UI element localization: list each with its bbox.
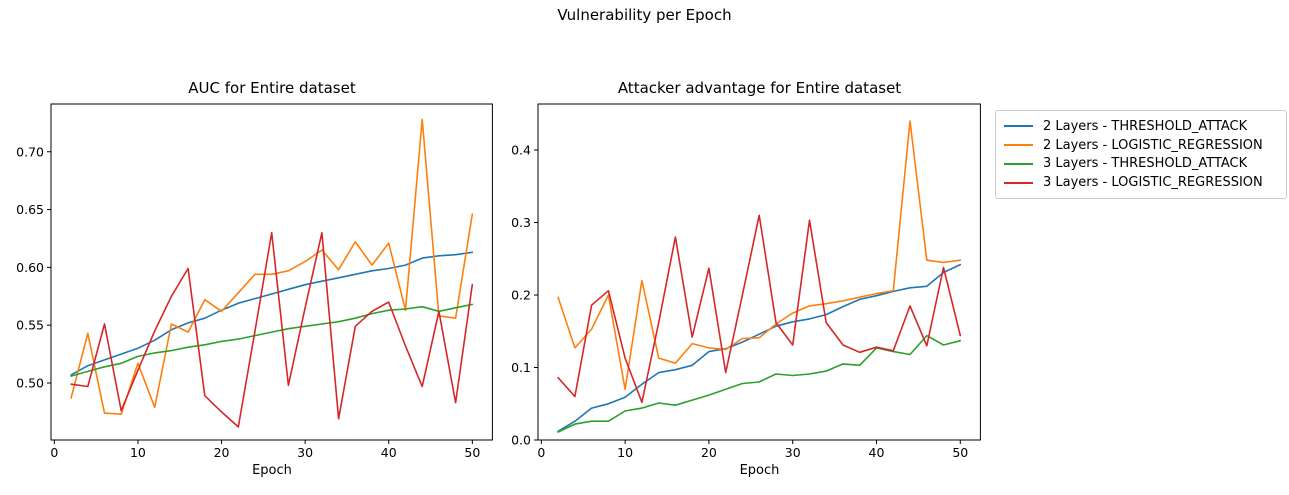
y-tick-label: 0.65: [16, 202, 44, 217]
y-tick-label: 0.3: [511, 215, 531, 230]
legend-entry-label: 2 Layers - LOGISTIC_REGRESSION: [1043, 137, 1263, 153]
legend-entry-label: 2 Layers - THRESHOLD_ATTACK: [1043, 118, 1248, 134]
legend-entry: 2 Layers - THRESHOLD_ATTACK: [1004, 117, 1278, 136]
legend-entry: 3 Layers - LOGISTIC_REGRESSION: [1004, 173, 1278, 192]
x-tick-label: 30: [785, 445, 801, 460]
legend-line-swatch: [1004, 125, 1033, 128]
x-tick-label: 50: [464, 445, 480, 460]
x-tick-label: 50: [952, 445, 968, 460]
axes-frame: [537, 103, 981, 441]
series-line: [70, 231, 474, 428]
x-tick-label: 40: [381, 445, 397, 460]
y-tick-label: 0.2: [511, 288, 531, 303]
auc-chart: 0 10 20 30 40 50 0.50 0.55 0.60 0.65 0.70: [16, 103, 493, 460]
x-tick-label: 20: [701, 445, 717, 460]
x-tick-label: 0: [50, 445, 58, 460]
x-tick-label: 0: [537, 445, 545, 460]
series-line: [70, 303, 474, 377]
series-line: [557, 334, 962, 433]
series-line: [557, 120, 962, 391]
y-tick-label: 0.55: [16, 318, 44, 333]
legend-entry: 2 Layers - LOGISTIC_REGRESSION: [1004, 136, 1278, 155]
y-tick-label: 0.60: [16, 260, 44, 275]
legend-entry-label: 3 Layers - LOGISTIC_REGRESSION: [1043, 175, 1263, 191]
x-tick-label: 30: [297, 445, 313, 460]
legend: 2 Layers - THRESHOLD_ATTACK 2 Layers - LO…: [995, 110, 1287, 199]
series-line: [70, 118, 474, 416]
y-tick-label: 0.4: [511, 143, 531, 158]
legend-line-swatch: [1004, 162, 1033, 165]
x-tick-label: 10: [130, 445, 146, 460]
y-tick-label: 0.50: [16, 375, 44, 390]
x-tick-label: 20: [214, 445, 230, 460]
attacker-advantage-chart: 0 10 20 30 40 50 0.0 0.1 0.2 0.3 0.4: [511, 103, 981, 460]
figure-suptitle: Vulnerability per Epoch: [557, 6, 732, 24]
auc-xaxis-label: Epoch: [252, 463, 292, 478]
x-tick-label: 40: [869, 445, 885, 460]
series-line: [70, 251, 474, 376]
legend-entry-label: 3 Layers - THRESHOLD_ATTACK: [1043, 156, 1248, 172]
legend-entry: 3 Layers - THRESHOLD_ATTACK: [1004, 155, 1278, 174]
advantage-xaxis-label: Epoch: [739, 463, 780, 478]
axes-frame: [50, 103, 493, 441]
series-line: [557, 214, 962, 404]
x-tick-label: 10: [617, 445, 633, 460]
y-tick-label: 0.0: [511, 433, 531, 448]
auc-chart-title: AUC for Entire dataset: [188, 79, 356, 97]
legend-line-swatch: [1004, 144, 1033, 147]
y-tick-label: 0.70: [16, 144, 44, 159]
y-tick-label: 0.1: [511, 360, 531, 375]
attacker-advantage-chart-title: Attacker advantage for Entire dataset: [617, 79, 902, 97]
legend-line-swatch: [1004, 181, 1033, 184]
